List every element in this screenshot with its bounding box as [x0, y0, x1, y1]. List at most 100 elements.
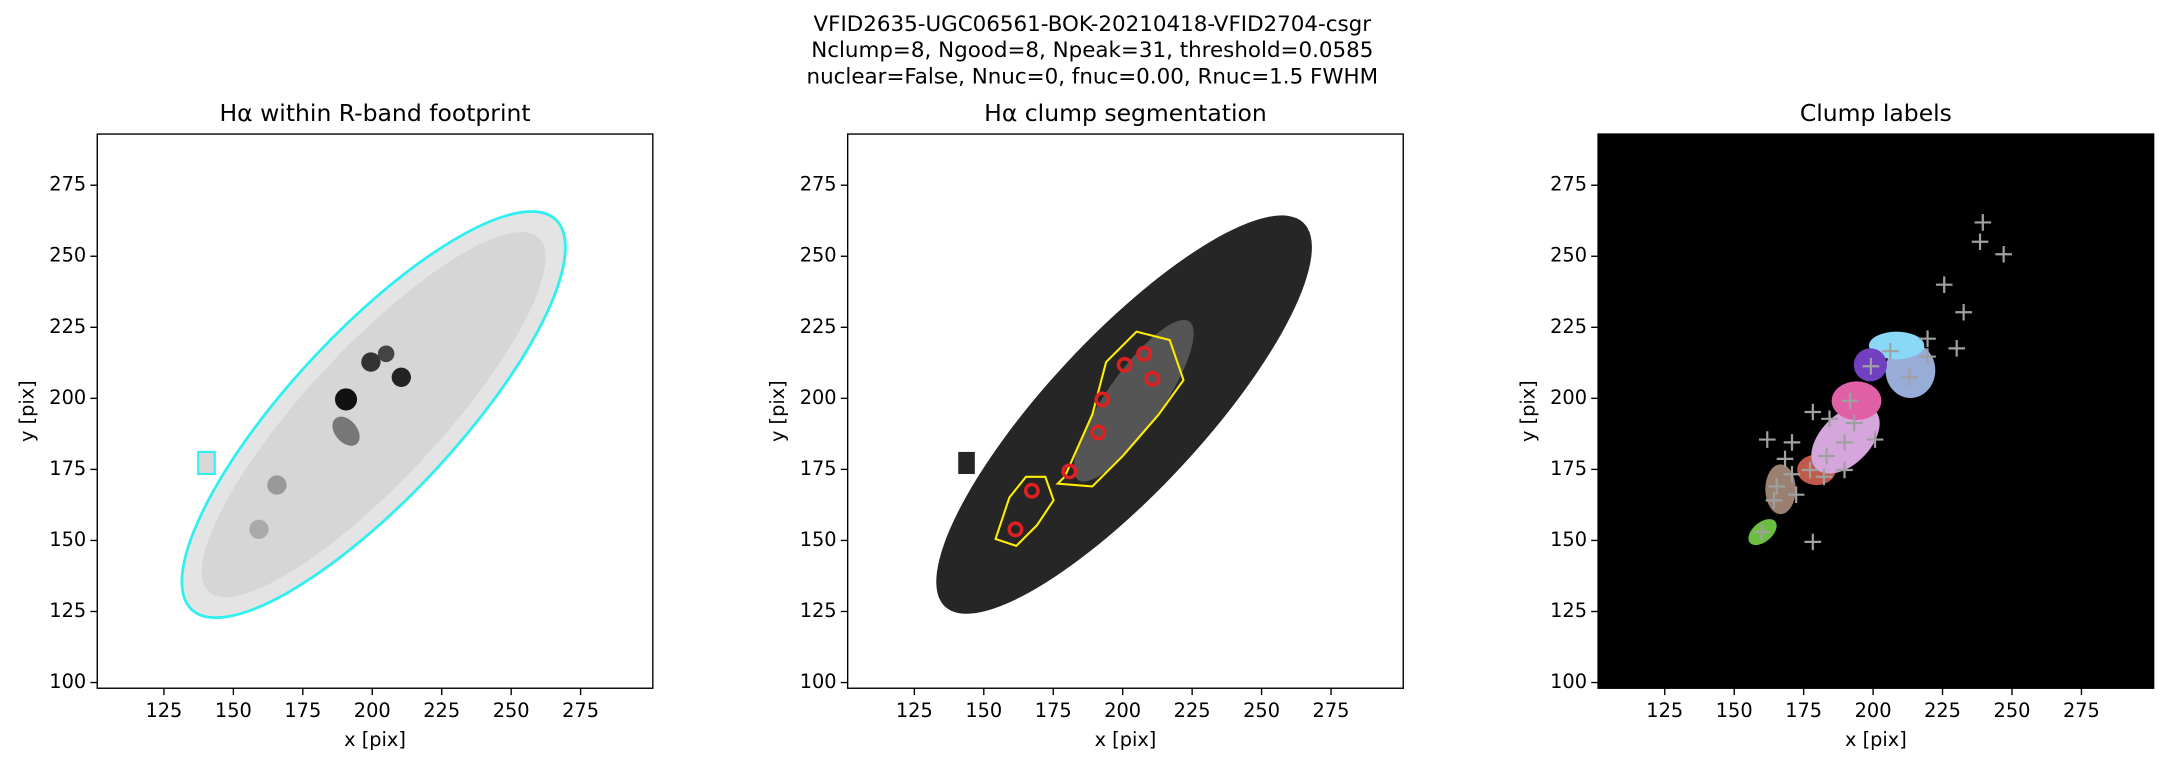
peak-marker — [1783, 465, 1801, 483]
y-tick-label: 175 — [1550, 457, 1587, 480]
clump — [1868, 331, 1925, 360]
x-axis-label: x [pix] — [1845, 728, 1907, 751]
peak-marker — [1804, 533, 1822, 551]
y-tick-label: 175 — [49, 457, 86, 480]
axes-frame — [1597, 133, 2155, 689]
y-tick-label: 250 — [49, 244, 86, 267]
clump-center — [1094, 391, 1111, 408]
glow — [1073, 319, 1194, 482]
galaxy — [958, 451, 975, 475]
peak-marker — [1818, 447, 1835, 465]
peak-marker — [1765, 492, 1783, 509]
x-tick-label: 275 — [1313, 699, 1350, 722]
peak-marker — [1935, 276, 1953, 293]
x-tick-label: 200 — [354, 699, 391, 722]
x-tick-label: 250 — [1243, 699, 1280, 722]
y-axis-label: y [pix] — [16, 380, 39, 442]
x-tick-label: 250 — [1994, 699, 2031, 722]
y-tick-label: 150 — [800, 528, 837, 551]
x-tick-label: 125 — [896, 699, 933, 722]
y-axis-label: y [pix] — [1516, 380, 1539, 442]
panel-1-image — [97, 134, 653, 689]
y-tick-label: 100 — [800, 670, 837, 693]
clump-center — [1061, 463, 1078, 480]
peak-marker — [1758, 431, 1776, 448]
suptitle: Nclump=8, Ngood=8, Npeak=31, threshold=0… — [811, 38, 1373, 63]
clump-center — [1136, 345, 1153, 362]
peak-marker — [1901, 369, 1918, 386]
clump-center — [1144, 370, 1161, 387]
galaxy — [201, 232, 546, 598]
x-tick-label: 150 — [965, 699, 1002, 722]
y-tick-label: 200 — [800, 386, 837, 409]
panel-2-image — [847, 134, 1404, 689]
blob — [334, 388, 358, 411]
y-tick-label: 250 — [1550, 244, 1587, 267]
y-tick-label: 200 — [1550, 386, 1587, 409]
y-axis-label: y [pix] — [766, 380, 789, 442]
footprint-contour — [197, 450, 216, 476]
peak-marker — [1919, 330, 1936, 347]
y-tick-label: 225 — [49, 315, 86, 338]
x-tick-label: 275 — [562, 699, 599, 722]
axes-frame — [846, 133, 1404, 689]
y-tick-label: 125 — [1550, 599, 1587, 622]
peak-marker — [1776, 450, 1794, 468]
x-tick-label: 250 — [493, 699, 530, 722]
blob — [361, 352, 381, 372]
y-tick-label: 250 — [800, 244, 837, 267]
peak-marker — [1995, 245, 2012, 263]
panel-3-image — [1598, 134, 2154, 689]
peak-marker — [1974, 214, 1992, 231]
peak-marker — [1753, 523, 1771, 541]
blob — [332, 416, 360, 446]
x-tick-label: 125 — [1646, 699, 1683, 722]
peak-marker — [1862, 357, 1880, 375]
peak-marker — [1955, 303, 1972, 321]
peak-marker — [1787, 486, 1805, 503]
peak-marker — [1971, 233, 1989, 251]
peak-marker — [1801, 461, 1819, 479]
blob — [391, 367, 411, 387]
clump-center — [1116, 356, 1133, 373]
x-tick-label: 275 — [2063, 699, 2100, 722]
x-tick-label: 200 — [1104, 699, 1141, 722]
x-tick-label: 150 — [1716, 699, 1753, 722]
x-tick-label: 225 — [1174, 699, 1211, 722]
y-tick-label: 150 — [1550, 528, 1587, 551]
y-tick-label: 225 — [1550, 315, 1587, 338]
y-tick-label: 125 — [49, 599, 86, 622]
peak-marker — [1866, 431, 1884, 448]
blob — [249, 519, 269, 539]
y-tick-label: 200 — [49, 386, 86, 409]
peak-marker — [1948, 340, 1965, 357]
peak-marker — [1882, 342, 1899, 360]
peak-marker — [1845, 414, 1863, 432]
x-tick-label: 225 — [1924, 699, 1961, 722]
axes-frame — [96, 133, 654, 689]
y-tick-label: 100 — [1550, 670, 1587, 693]
peak-marker — [1836, 434, 1853, 451]
x-tick-label: 175 — [284, 699, 321, 722]
x-tick-label: 225 — [423, 699, 460, 722]
x-axis-label: x [pix] — [344, 728, 406, 751]
peak-marker — [1783, 434, 1801, 451]
clump-contour — [1055, 330, 1185, 488]
blob — [377, 345, 395, 363]
suptitle: nuclear=False, Nnuc=0, fnuc=0.00, Rnuc=1… — [807, 64, 1379, 89]
suptitle: VFID2635-UGC06561-BOK-20210418-VFID2704-… — [814, 12, 1372, 37]
peak-marker — [1919, 348, 1936, 365]
clump-contour — [994, 475, 1055, 548]
peak-marker — [1821, 410, 1838, 428]
y-tick-label: 175 — [800, 457, 837, 480]
peak-marker — [1836, 461, 1853, 479]
peak-marker — [1768, 478, 1785, 495]
panel-title: Clump labels — [1800, 99, 1952, 127]
x-tick-label: 175 — [1035, 699, 1072, 722]
y-tick-label: 125 — [800, 599, 837, 622]
clump-center — [1090, 424, 1107, 441]
x-tick-label: 175 — [1785, 699, 1822, 722]
panel-title: Hα within R-band footprint — [219, 99, 530, 127]
clump-center — [1007, 521, 1024, 538]
